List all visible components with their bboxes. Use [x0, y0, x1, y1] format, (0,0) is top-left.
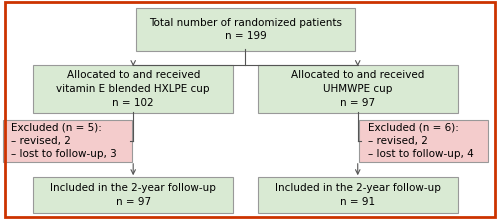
FancyBboxPatch shape: [33, 65, 234, 113]
Text: Included in the 2-year follow-up
n = 97: Included in the 2-year follow-up n = 97: [50, 183, 216, 207]
Text: Total number of randomized patients
n = 199: Total number of randomized patients n = …: [149, 18, 342, 41]
Text: Allocated to and received
UHMWPE cup
n = 97: Allocated to and received UHMWPE cup n =…: [291, 70, 424, 108]
FancyBboxPatch shape: [258, 65, 458, 113]
FancyBboxPatch shape: [136, 8, 356, 51]
FancyBboxPatch shape: [359, 120, 488, 162]
FancyBboxPatch shape: [258, 177, 458, 213]
Text: Allocated to and received
vitamin E blended HXLPE cup
n = 102: Allocated to and received vitamin E blen…: [56, 70, 210, 108]
FancyBboxPatch shape: [33, 177, 234, 213]
Text: Excluded (n = 6):
– revised, 2
– lost to follow-up, 4: Excluded (n = 6): – revised, 2 – lost to…: [368, 122, 474, 159]
Text: Included in the 2-year follow-up
n = 91: Included in the 2-year follow-up n = 91: [275, 183, 440, 207]
FancyBboxPatch shape: [2, 120, 132, 162]
Text: Excluded (n = 5):
– revised, 2
– lost to follow-up, 3: Excluded (n = 5): – revised, 2 – lost to…: [12, 122, 117, 159]
